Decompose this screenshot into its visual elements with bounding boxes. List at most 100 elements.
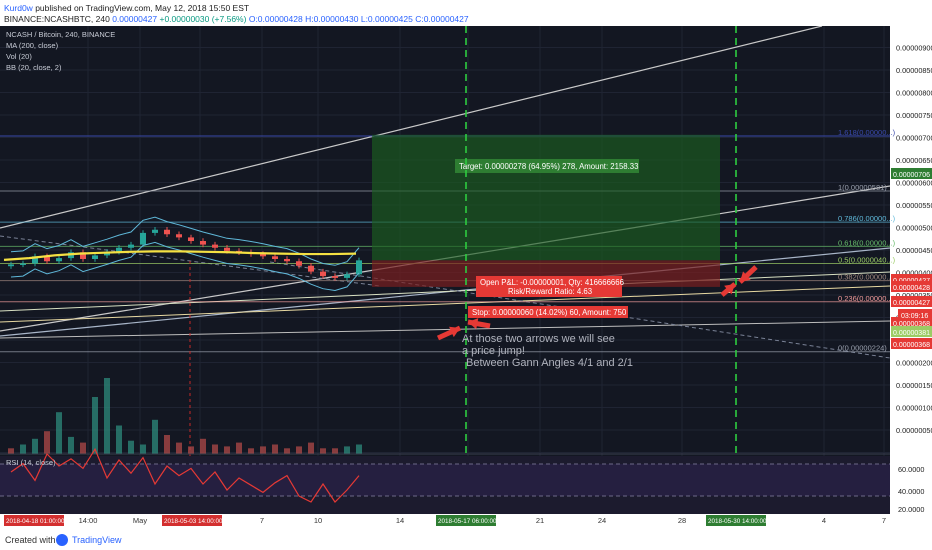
price-badge-label: 0.00000368 xyxy=(893,342,930,349)
volume-bar xyxy=(8,448,14,454)
target-label: Target: 0.00000278 (64.95%) 278, Amount:… xyxy=(459,162,638,171)
volume-bar xyxy=(200,438,206,454)
fib-level-label: 0.786(0.00000...) xyxy=(838,214,896,223)
price-badge-label: 0.00000427 xyxy=(893,300,930,307)
price-badge xyxy=(891,326,932,337)
countdown-label: 03:09:16 xyxy=(901,313,928,320)
fib-level-label: 0.236(0.00000...) xyxy=(838,294,896,303)
red-arrow-head-icon xyxy=(724,284,735,295)
candle-body xyxy=(356,260,362,275)
time-axis-label: May xyxy=(133,516,147,525)
time-axis-label: 21 xyxy=(536,516,544,525)
gann-ray xyxy=(0,320,891,339)
red-arrow-head-icon xyxy=(449,326,460,338)
volume-bar xyxy=(68,436,74,454)
red-arrow-head-icon xyxy=(468,318,479,330)
rsi-axis-label: 40.0000 xyxy=(898,487,924,496)
candle-body xyxy=(188,237,194,241)
fib-level-label: 0.618(0.00000...) xyxy=(838,238,896,247)
stop-label-box xyxy=(468,306,628,318)
time-axis-label: 14:00 xyxy=(79,516,98,525)
price-axis-label: 0.00000750 xyxy=(896,111,932,120)
volume-bar xyxy=(308,442,314,454)
volume-bar xyxy=(80,442,86,454)
volume-bar xyxy=(188,446,194,454)
volume-bar xyxy=(356,444,362,454)
time-badge xyxy=(436,515,496,526)
annotation-text: At those two arrows we will see xyxy=(462,333,615,345)
volume-bar xyxy=(116,425,122,454)
candle-body xyxy=(8,264,14,267)
time-badge-label: 2018-05-03 14:00:00 xyxy=(164,518,223,525)
volume-bar xyxy=(164,435,170,454)
ohlc-values: O:0.00000428 H:0.00000430 L:0.00000425 C… xyxy=(248,14,469,24)
countdown-badge xyxy=(898,309,932,320)
target-label-box xyxy=(455,159,639,173)
volume-bar xyxy=(44,431,50,454)
candle-body xyxy=(164,229,170,235)
volume-bar xyxy=(332,448,338,454)
tradingview-brand[interactable]: TradingView xyxy=(72,535,122,545)
time-axis-label: 7 xyxy=(882,516,886,525)
volume-bar xyxy=(248,448,254,454)
candle-body xyxy=(44,256,50,262)
price-badge xyxy=(891,281,932,292)
risk-reward-label: Risk/Reward Ratio: 4.63 xyxy=(508,287,592,296)
time-badge-label: 2018-04-18 01:00:00 xyxy=(6,518,65,525)
candle-body xyxy=(200,241,206,245)
rsi-band xyxy=(0,464,890,496)
rsi-axis-label: 60.0000 xyxy=(898,465,924,474)
rsi-label: RSI (14, close) xyxy=(6,458,56,467)
time-badge xyxy=(4,515,64,526)
candle-body xyxy=(272,256,278,259)
candle-body xyxy=(284,259,290,262)
rsi-line xyxy=(10,447,360,503)
candle-body xyxy=(140,232,146,245)
price-axis-label: 0.00000500 xyxy=(896,224,932,233)
annotation-text: Between Gann Angles 4/1 and 2/1 xyxy=(466,357,633,369)
price-now: 0.00000427 xyxy=(112,14,158,24)
publish-text: published on TradingView.com, May 12, 20… xyxy=(32,3,250,13)
time-axis-label: 14 xyxy=(396,516,404,525)
price-axis-label: 0.00000100 xyxy=(896,404,932,413)
candle-body xyxy=(308,265,314,272)
volume-bar xyxy=(320,448,326,454)
candle-body xyxy=(152,229,158,233)
price-badge xyxy=(891,296,932,307)
volume-bar xyxy=(272,444,278,454)
candle-body xyxy=(224,247,230,251)
price-badge-label: 0.00000428 xyxy=(893,285,930,292)
annotation-text: a price jump! xyxy=(462,345,525,357)
created-with-text: Created with xyxy=(5,535,56,545)
gann-ray xyxy=(0,26,823,229)
fib-level-label: 0(0.00000224) xyxy=(838,344,887,353)
volume-bar xyxy=(236,442,242,454)
rsi-axis-label: 20.0000 xyxy=(898,505,924,514)
time-axis-label: 10 xyxy=(314,516,322,525)
price-axis-label: 0.00000150 xyxy=(896,381,932,390)
volume-bar xyxy=(20,444,26,454)
candle-body xyxy=(32,256,38,264)
red-arrow-head-icon xyxy=(740,271,751,282)
time-axis-label: 7 xyxy=(260,516,264,525)
price-axis-label: 0.00000900 xyxy=(896,44,932,53)
trading-chart[interactable]: 1(0.00000581) 0.786(0.00000...) 0.618(0.00… xyxy=(0,26,932,531)
volume-bar xyxy=(140,444,146,454)
symbol-line: BINANCE:NCASHBTC, 240 0.00000427 +0.0000… xyxy=(4,14,469,24)
candle-body xyxy=(56,258,62,262)
price-badge xyxy=(891,338,932,349)
price-axis-label: 0.00000600 xyxy=(896,179,932,188)
price-axis-label: 0.00000800 xyxy=(896,89,932,98)
price-axis-label: 0.00000700 xyxy=(896,134,932,143)
volume-bar xyxy=(296,446,302,454)
price-axis-label: 0.00000050 xyxy=(896,426,932,435)
fib-level-label: 1.618(0.00000...) xyxy=(838,128,896,137)
price-badge xyxy=(891,168,932,179)
candle-body xyxy=(212,244,218,248)
price-axis-label: 0.00000400 xyxy=(896,269,932,278)
pnl-label: Open P&L: -0.00000001, Qty: 416666666 xyxy=(480,278,624,287)
candle-body xyxy=(128,244,134,248)
volume-bar xyxy=(224,446,230,454)
candle-body xyxy=(20,263,26,265)
publisher-name[interactable]: Kurd0w xyxy=(4,3,33,13)
